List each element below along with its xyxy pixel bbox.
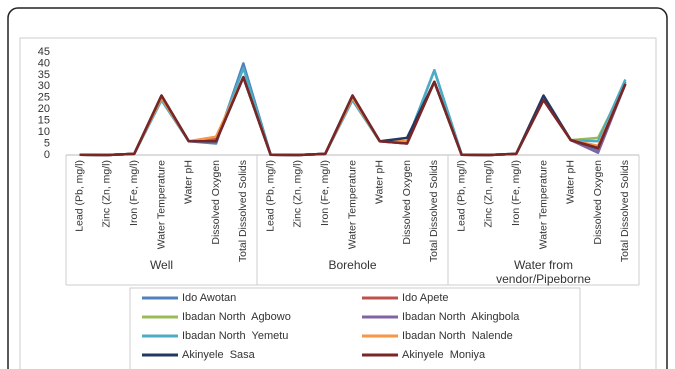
x-tick-label: Water pH [565,160,577,204]
x-tick-label: Total Dissolved Solids [428,160,440,262]
y-tick-label: 25 [38,92,50,104]
x-tick-label: Zinc (Zn, mg/l) [101,160,113,228]
x-tick-label: Water Temperature [346,160,358,249]
series-line [79,75,627,157]
x-tick-label: Iron (Fe, mg/l) [128,160,140,226]
legend-label: Ibadan North Akingbola [402,311,520,323]
x-tick-label: Dissolved Oxygen [592,160,604,245]
y-tick-label: 0 [44,149,50,161]
y-tick-label: 40 [38,57,50,69]
x-tick-label: Total Dissolved Solids [237,160,249,262]
y-tick-label: 45 [38,46,50,58]
x-tick-label: Lead (Pb, mg/l) [455,160,467,232]
x-tick-label: Lead (Pb, mg/l) [73,160,85,232]
legend-label: Ibadan North Agbowo [182,311,291,323]
group-label: Well [149,258,174,272]
x-tick-label: Dissolved Oxygen [210,160,222,245]
x-tick-label: Zinc (Zn, mg/l) [292,160,304,228]
x-tick-label: Water pH [183,160,195,204]
y-tick-label: 30 [38,80,50,92]
y-tick-label: 35 [38,69,50,81]
frame [7,7,668,369]
legend-label: Akinyele Sasa [182,349,256,361]
legend-label: Ibadan North Yemetu [182,330,288,342]
group-label: Water from vendor/Pipeborne [496,258,591,286]
legend-label: Ibadan North Nalende [402,330,513,342]
x-tick-label: Iron (Fe, mg/l) [319,160,331,226]
group-label: Borehole [328,258,377,272]
legend-label: Akinyele Moniya [402,349,486,361]
legend-label: Ido Apete [402,292,449,304]
x-tick-label: Zinc (Zn, mg/l) [483,160,495,228]
legend-label: Ido Awotan [182,292,236,304]
y-tick-label: 20 [38,103,50,115]
x-tick-label: Water pH [374,160,386,204]
x-tick-label: Lead (Pb, mg/l) [264,160,276,232]
y-tick-label: 15 [38,115,50,127]
chart-area [19,37,657,369]
x-tick-label: Water Temperature [155,160,167,249]
x-tick-label: Total Dissolved Solids [619,160,631,262]
x-tick-label: Iron (Fe, mg/l) [510,160,522,226]
y-tick-label: 5 [44,137,50,149]
x-tick-label: Water Temperature [537,160,549,249]
legend-box [129,287,581,369]
y-tick-label: 10 [38,126,50,138]
x-tick-label: Dissolved Oxygen [401,160,413,245]
